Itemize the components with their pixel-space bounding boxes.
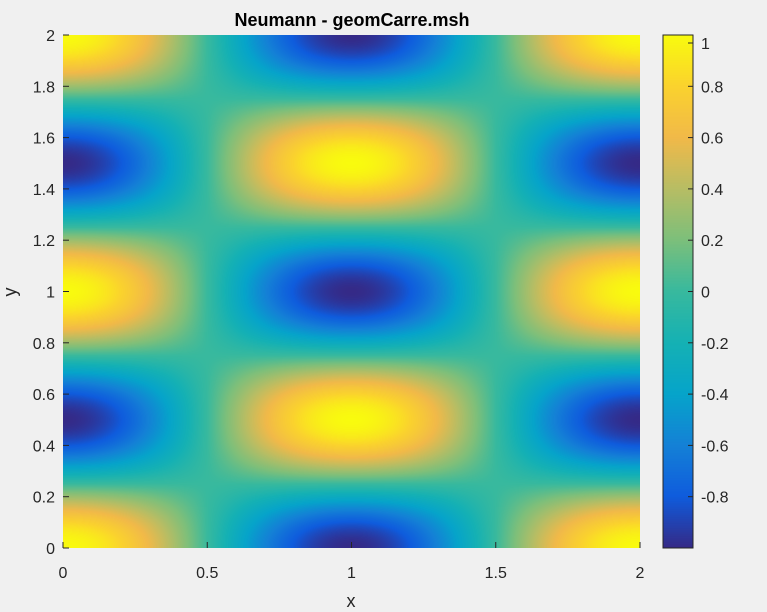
x-tick-label: 0.5 xyxy=(196,565,218,582)
y-tick-label: 1.4 xyxy=(33,182,55,199)
y-tick-label: 0.6 xyxy=(33,387,55,404)
y-tick-label: 1.6 xyxy=(33,131,55,148)
x-tick-label: 1.5 xyxy=(485,565,507,582)
y-tick-label: 0.8 xyxy=(33,336,55,353)
colorbar-tick-label: -0.8 xyxy=(701,490,729,507)
y-tick-label: 1.2 xyxy=(33,233,55,250)
x-axis-ticks: 0 0.5 1 1.5 2 xyxy=(59,542,645,582)
colorbar-tick-label: 0 xyxy=(701,285,710,302)
x-tick-label: 0 xyxy=(59,565,68,582)
colorbar-tick-label: 0.4 xyxy=(701,182,723,199)
colorbar-ticks: 1 0.8 0.6 0.4 0.2 0 -0.2 -0.4 -0.6 -0.8 xyxy=(688,36,729,507)
y-tick-label: 0.2 xyxy=(33,490,55,507)
x-tick-label: 1 xyxy=(347,565,356,582)
colorbar-tick-label: -0.4 xyxy=(701,387,729,404)
chart-title: Neumann - geomCarre.msh xyxy=(234,10,469,30)
colorbar-tick-label: -0.2 xyxy=(701,336,729,353)
y-tick-label: 1.8 xyxy=(33,79,55,96)
x-axis-label: x xyxy=(347,591,356,611)
heatmap-plot xyxy=(63,35,640,548)
y-tick-label: 2 xyxy=(46,28,55,45)
colorbar-tick-label: 0.2 xyxy=(701,233,723,250)
y-tick-label: 1 xyxy=(46,285,55,302)
y-axis-ticks: 0 0.2 0.4 0.6 0.8 1 1.2 1.4 1.6 1.8 2 xyxy=(33,28,69,558)
colorbar-tick-label: 0.8 xyxy=(701,79,723,96)
y-tick-label: 0.4 xyxy=(33,438,55,455)
colorbar-tick-label: 0.6 xyxy=(701,131,723,148)
y-axis-label: y xyxy=(0,288,20,297)
colorbar-tick-label: 1 xyxy=(701,36,710,53)
y-tick-label: 0 xyxy=(46,541,55,558)
colorbar-tick-label: -0.6 xyxy=(701,438,729,455)
x-tick-label: 2 xyxy=(636,565,645,582)
colorbar-frame xyxy=(662,34,694,549)
